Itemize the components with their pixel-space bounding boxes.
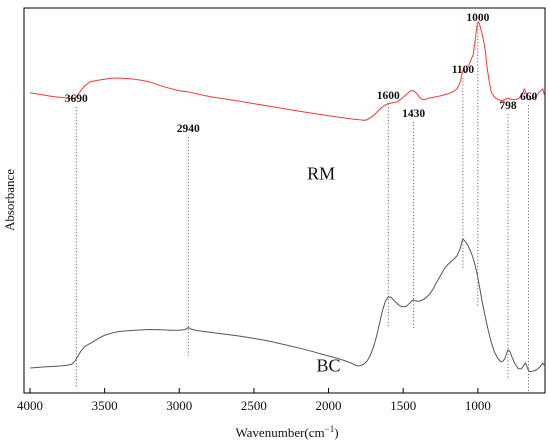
spectra <box>29 20 545 372</box>
peak-label-1100: 1100 <box>452 64 475 76</box>
peak-label-1000: 1000 <box>466 12 489 24</box>
peak-label-660: 660 <box>520 91 538 103</box>
x-tick-label-2000: 2000 <box>316 398 342 413</box>
x-tick-label-4000: 4000 <box>17 398 43 413</box>
plot-frame <box>23 7 546 394</box>
y-axis-title: Absorbance <box>2 169 17 231</box>
axes: 4000 3500 3000 2500 2000 1500 1000 <box>17 7 546 413</box>
series-label-bc: BC <box>317 355 341 375</box>
x-tick-label-2500: 2500 <box>241 398 267 413</box>
series-line-bc <box>29 238 545 372</box>
peak-label-1430: 1430 <box>402 108 425 120</box>
peak-label-798: 798 <box>499 100 517 112</box>
x-tick-label-1500: 1500 <box>390 398 416 413</box>
peak-guide-lines <box>75 26 529 391</box>
x-tick-label-3000: 3000 <box>166 398 192 413</box>
series-line-rm <box>29 20 545 121</box>
peak-label-2940: 2940 <box>177 123 200 135</box>
series-label-rm: RM <box>307 163 335 183</box>
series-labels: RM BC <box>307 163 340 375</box>
peak-label-1600: 1600 <box>377 90 400 102</box>
peak-label-3690: 3690 <box>65 93 88 105</box>
x-tick-label-1000: 1000 <box>465 398 491 413</box>
x-tick-label-3500: 3500 <box>92 398 118 413</box>
x-axis-title: Wavenumber(cm−1) <box>235 424 338 440</box>
